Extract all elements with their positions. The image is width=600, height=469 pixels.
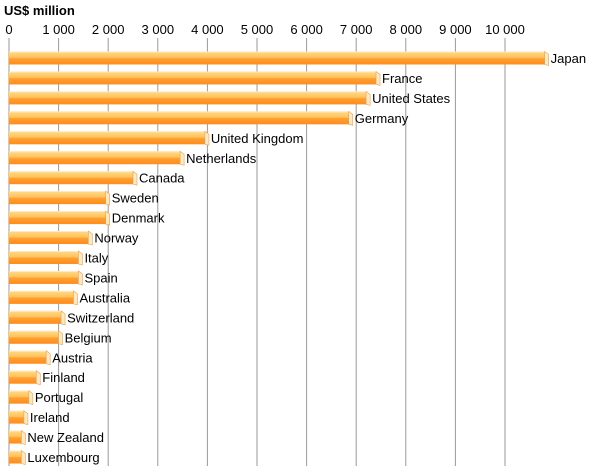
bar <box>9 90 371 106</box>
bar <box>9 170 138 186</box>
bar <box>9 370 41 386</box>
bar <box>9 429 26 445</box>
x-tick-label: 4 000 <box>191 22 224 37</box>
bar <box>9 150 185 166</box>
x-tick-label: 8 000 <box>390 22 423 37</box>
category-label: Belgium <box>65 330 112 345</box>
category-label: New Zealand <box>27 430 104 445</box>
bar <box>9 250 83 266</box>
category-label: Canada <box>139 171 185 186</box>
bar <box>9 410 29 425</box>
category-label: Netherlands <box>186 151 257 166</box>
category-label: Switzerland <box>67 310 134 325</box>
category-label: France <box>382 71 422 86</box>
x-tick-label: 9 000 <box>439 22 472 37</box>
bar <box>9 390 34 406</box>
category-label: Austria <box>52 350 93 365</box>
category-label: Italy <box>84 251 108 266</box>
x-tick-label: 10 000 <box>485 22 525 37</box>
gridlines <box>8 38 506 466</box>
category-label: Portugal <box>35 390 84 405</box>
x-tick-labels: 0 1 000 2 000 3 000 4 000 5 000 6 000 7 000 8 00… <box>5 22 525 37</box>
category-label: Spain <box>84 270 117 285</box>
category-label: United Kingdom <box>211 131 303 146</box>
x-tick-label: 0 <box>5 22 12 37</box>
y-axis-label: US$ million <box>4 3 75 18</box>
bar <box>9 449 26 465</box>
category-label: United States <box>372 91 451 106</box>
bar <box>9 210 111 226</box>
x-tick-label: 6 000 <box>290 22 323 37</box>
bar <box>9 190 111 206</box>
bar <box>9 350 51 366</box>
x-tick-label: 7 000 <box>340 22 373 37</box>
category-label: Ireland <box>30 410 70 425</box>
x-tick-label: 3 000 <box>142 22 175 37</box>
bar <box>9 270 83 286</box>
bar <box>9 330 63 346</box>
bar <box>9 310 66 326</box>
category-label: Japan <box>551 51 586 66</box>
category-label: Australia <box>79 290 130 305</box>
bar <box>9 110 354 126</box>
category-label: Germany <box>355 111 409 126</box>
category-label: Norway <box>94 231 139 246</box>
bar <box>9 130 210 146</box>
bar <box>9 290 78 306</box>
x-tick-label: 2 000 <box>92 22 125 37</box>
category-label: Sweden <box>112 191 159 206</box>
category-label: Finland <box>42 370 85 385</box>
x-tick-label: 1 000 <box>42 22 75 37</box>
bar <box>9 230 93 246</box>
bar <box>9 70 381 86</box>
category-labels: Japan France United States Germany United Ki… <box>27 51 586 465</box>
category-label: Luxembourg <box>27 450 99 465</box>
bar <box>9 50 549 66</box>
category-label: Denmark <box>112 211 165 226</box>
bars <box>9 50 549 465</box>
x-tick-label: 5 000 <box>241 22 274 37</box>
